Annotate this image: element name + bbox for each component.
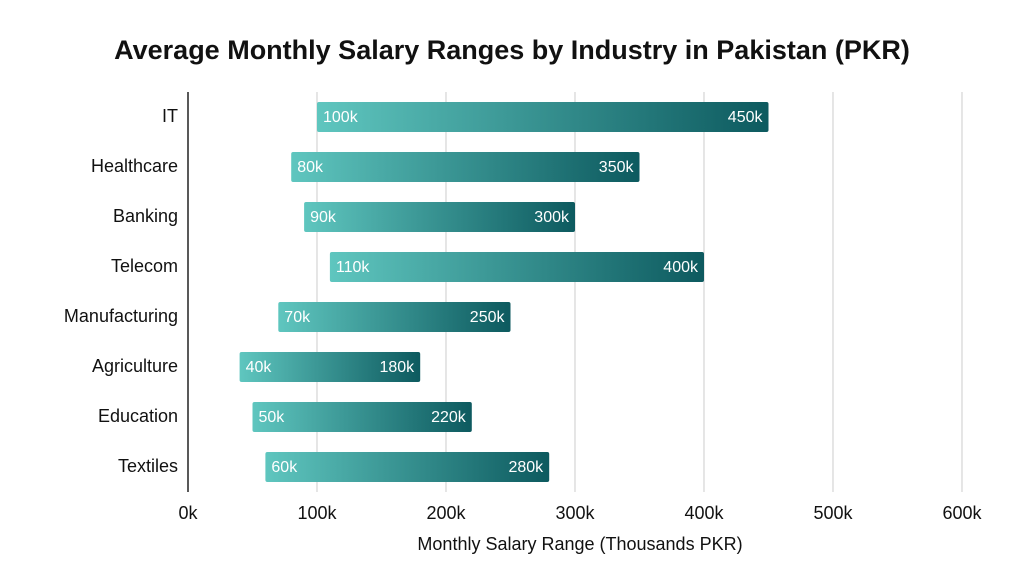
y-tick-label: Agriculture [92,356,178,376]
end-label: 220k [431,409,467,426]
bar [265,452,550,482]
start-label: 90k [310,209,337,226]
y-tick-label: Textiles [118,456,178,476]
start-label: 80k [297,159,324,176]
bar [317,102,769,132]
x-tick-label: 200k [426,503,466,523]
bar [278,302,511,332]
start-label: 40k [246,359,273,376]
x-tick-label: 100k [297,503,337,523]
bar [304,202,575,232]
x-axis-title: Monthly Salary Range (Thousands PKR) [417,534,742,554]
start-label: 50k [259,409,286,426]
x-tick-label: 600k [942,503,982,523]
chart-title: Average Monthly Salary Ranges by Industr… [114,35,910,65]
end-label: 350k [599,159,635,176]
y-tick-label: Banking [113,206,178,226]
end-label: 250k [470,309,506,326]
end-label: 280k [508,459,544,476]
x-tick-label: 500k [813,503,853,523]
x-tick-label: 400k [684,503,724,523]
bar [291,152,640,182]
y-tick-label: IT [162,106,178,126]
end-label: 180k [379,359,415,376]
bar [239,352,421,382]
start-label: 110k [336,259,371,276]
bar [252,402,472,432]
start-label: 100k [323,109,359,126]
end-label: 450k [728,109,764,126]
x-tick-label: 0k [178,503,198,523]
start-label: 60k [271,459,298,476]
start-label: 70k [284,309,311,326]
y-tick-label: Education [98,406,178,426]
bar [329,252,704,282]
x-tick-label: 300k [555,503,595,523]
end-label: 400k [663,259,699,276]
y-tick-label: Healthcare [91,156,178,176]
end-label: 300k [534,209,570,226]
y-tick-label: Manufacturing [64,306,178,326]
y-tick-label: Telecom [111,256,178,276]
